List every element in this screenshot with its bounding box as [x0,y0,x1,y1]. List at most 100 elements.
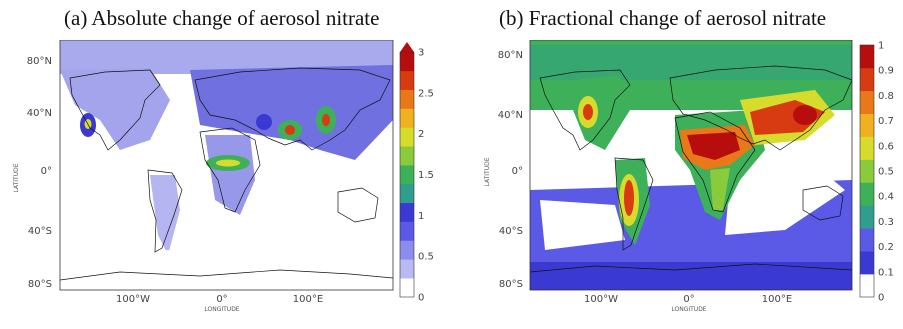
colorbar-swatch [860,45,874,69]
colorbar-swatch [400,183,414,204]
colorbar-swatch [860,136,874,160]
map-b-colorbar: 1 0.9 0.8 0.7 0.6 0.5 0.4 0.3 0.2 0.1 0 [859,41,894,304]
colorbar-swatch [860,274,874,298]
africa-core [687,132,740,160]
colorbar-swatch [400,52,414,72]
panel-a-map: 80°N 40°N 0° 40°S 80°S LATITUDE 100°W 0°… [13,40,434,313]
lat-tick-40s: 40°S [499,226,523,237]
coast-australia [337,187,379,223]
north-america-field [60,68,170,150]
map-b-lon-ticks: 100°W 0° 100°E [584,294,792,305]
map-a-coastlines [60,67,393,281]
map-b-field [530,40,852,290]
hotspot-india-west [256,114,272,130]
lat-tick-80n: 80°N [498,50,523,61]
lon-tick-100w: 100°W [116,294,150,305]
colorbar-swatch [400,146,414,166]
colorbar-arrow [400,42,414,52]
coast-south-america [614,157,654,251]
colorbar-swatch [400,202,414,222]
colorbar-tick-label: 0.3 [878,217,894,228]
colorbar-tick-label: 3 [418,48,424,59]
lat-tick-40n: 40°N [27,108,52,119]
colorbar-tick-label: 0.4 [878,192,894,203]
africa-tail [710,168,730,210]
lat-tick-0: 0° [41,166,52,177]
map-b-xlabel: LONGITUDE [671,306,706,313]
map-b-frame [529,40,853,291]
coast-antarctica [60,269,393,281]
panel-b-map: 80°N 40°N 0° 40°S 80°S LATITUDE 100°W 0°… [484,40,894,313]
colorbar-swatch [400,259,414,279]
colorbar-swatch [860,251,874,275]
colorbar-tick-label: 0.7 [878,116,894,127]
colorbar-tick-label: 1 [878,41,884,52]
lon-tick-0: 0° [683,294,694,305]
colorbar-swatch [860,182,874,206]
north-america-field [573,75,630,150]
colorbar-swatch [400,221,414,241]
lon-tick-100e: 100°E [293,294,323,305]
north-band-shading [530,45,852,80]
map-a-colorbar: 3 2.5 2 1.5 1 0.5 0 [399,42,434,304]
map-a-xlabel: LONGITUDE [204,306,239,313]
colorbar-swatch [400,89,414,109]
indian-ocean-white [725,165,845,235]
hotspot-east-asia [793,105,817,125]
lat-tick-80n: 80°N [27,56,52,67]
colorbar-swatch [400,165,414,185]
colorbar-swatch [860,67,874,92]
antarctic-band [530,262,852,290]
coast-africa [199,127,261,213]
lat-tick-0: 0° [512,166,523,177]
hotspot-east-asia-core [322,114,330,126]
south-ocean-white [540,200,625,250]
colorbar-tick-label: 0.6 [878,141,894,152]
colorbar-tick-label: 2.5 [418,88,434,99]
coast-eurasia [669,65,852,151]
hotspot-middle-east-core [285,125,295,135]
colorbar-frame [399,51,415,298]
colorbar-swatch [400,240,414,260]
hotspot-south-america-core [624,180,634,216]
map-a-lon-ticks: 100°W 0° 100°E [116,294,323,305]
map-b-ylabel: LATITUDE [484,157,491,186]
colorbar-swatch [400,70,414,90]
lat-tick-40n: 40°N [498,110,523,121]
hotspot-africa-core [216,159,240,167]
antarctic-band [60,250,393,290]
map-a-ylabel: LATITUDE [13,163,20,192]
coast-africa [674,111,756,213]
colorbar-swatch [400,127,414,147]
hotspot-western-us-core [583,104,593,120]
map-b-lat-ticks: 80°N 40°N 0° 40°S 80°S [498,50,523,290]
colorbar-tick-label: 0 [418,293,424,304]
colorbar-tick-label: 2 [418,129,424,140]
colorbar-swatch [400,278,414,298]
south-america-field [150,175,180,255]
colorbar-swatch [860,90,874,115]
colorbar-tick-label: 0 [878,293,884,304]
colorbar-tick-label: 0.5 [878,167,894,178]
colorbar-tick-label: 0.8 [878,91,894,102]
coast-north-america [539,69,631,151]
lon-tick-100e: 100°E [762,294,792,305]
lon-tick-0: 0° [216,294,227,305]
lat-tick-80s: 80°S [499,279,523,290]
colorbar-swatch [860,113,874,137]
colorbar-tick-label: 0.1 [878,267,894,278]
panel-a-title: (a) Absolute change of aerosol nitrate [64,6,380,30]
eurasia-field [190,65,393,160]
lat-tick-80s: 80°S [28,279,52,290]
colorbar-tick-label: 1.5 [418,170,434,181]
colorbar-tick-label: 0.5 [418,252,434,263]
colorbar-tick-label: 0.9 [878,66,894,77]
colorbar-tick-label: 1 [418,211,424,222]
coast-north-america [69,69,161,151]
colorbar-frame [859,44,875,298]
colorbar-swatch [860,228,874,252]
coast-antarctica [530,263,852,273]
coast-eurasia [194,67,391,151]
panel-b-title: (b) Fractional change of aerosol nitrate [499,6,827,30]
coast-australia [802,185,844,221]
